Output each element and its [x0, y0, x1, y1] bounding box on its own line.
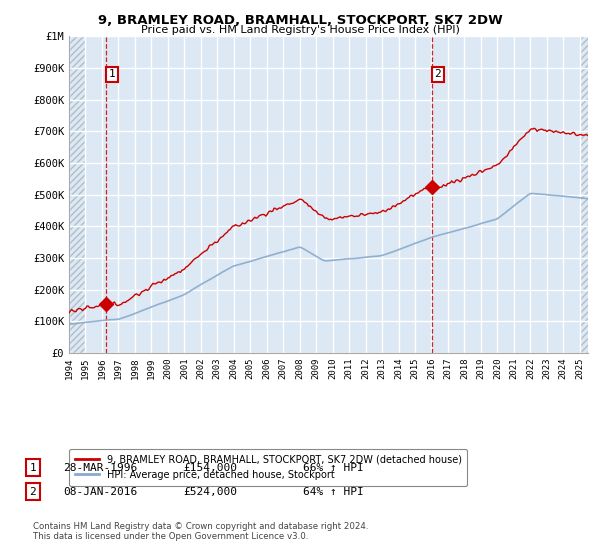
Bar [69, 36, 85, 353]
Text: 1: 1 [29, 463, 37, 473]
Text: 9, BRAMLEY ROAD, BRAMHALL, STOCKPORT, SK7 2DW: 9, BRAMLEY ROAD, BRAMHALL, STOCKPORT, SK… [98, 14, 502, 27]
Text: Contains HM Land Registry data © Crown copyright and database right 2024.
This d: Contains HM Land Registry data © Crown c… [33, 522, 368, 542]
Bar [580, 36, 588, 353]
Text: Price paid vs. HM Land Registry's House Price Index (HPI): Price paid vs. HM Land Registry's House … [140, 25, 460, 35]
Text: 2: 2 [434, 69, 441, 80]
Legend: 9, BRAMLEY ROAD, BRAMHALL, STOCKPORT, SK7 2DW (detached house), HPI: Average pri: 9, BRAMLEY ROAD, BRAMHALL, STOCKPORT, SK… [68, 449, 467, 486]
Text: 1: 1 [109, 69, 115, 80]
Text: 66% ↑ HPI: 66% ↑ HPI [303, 463, 364, 473]
Text: 2: 2 [29, 487, 37, 497]
Text: 28-MAR-1996: 28-MAR-1996 [63, 463, 137, 473]
Text: 08-JAN-2016: 08-JAN-2016 [63, 487, 137, 497]
Text: 64% ↑ HPI: 64% ↑ HPI [303, 487, 364, 497]
Text: £524,000: £524,000 [183, 487, 237, 497]
Text: £154,000: £154,000 [183, 463, 237, 473]
